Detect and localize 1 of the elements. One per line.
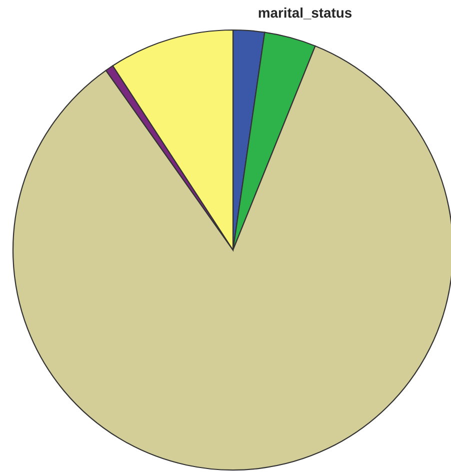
chart-title: marital_status bbox=[258, 8, 352, 20]
